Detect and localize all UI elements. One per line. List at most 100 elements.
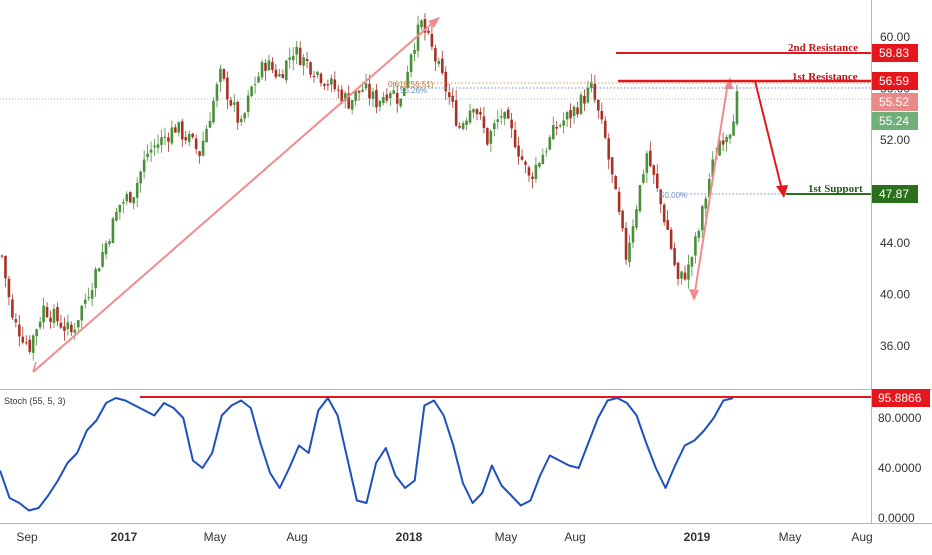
candle-body	[690, 257, 694, 267]
candle-body	[347, 93, 350, 109]
candle-body	[229, 100, 233, 106]
candle-body	[271, 62, 274, 70]
candle-body	[444, 71, 448, 92]
stoch-group	[0, 396, 871, 512]
candle-body	[312, 75, 316, 78]
candle-body	[603, 120, 607, 138]
candle-body	[721, 140, 725, 145]
candle-body	[83, 299, 87, 304]
rally-bottom-arrow-head	[689, 289, 699, 301]
candle-body	[59, 322, 63, 328]
candle-body	[628, 242, 631, 262]
candle-body	[66, 322, 70, 329]
candle-body	[118, 204, 122, 213]
candle-body	[7, 278, 11, 298]
candle-body	[149, 149, 153, 153]
candle-body	[18, 324, 21, 337]
candle-body	[194, 138, 198, 149]
candle-body	[617, 191, 621, 212]
tag-support-1	[872, 185, 918, 203]
candle-body	[226, 77, 229, 100]
trend-start-tick	[32, 361, 37, 373]
candle-body	[642, 174, 645, 183]
fib-label-618: 0.618(56.51)	[388, 80, 434, 89]
candle-body	[56, 307, 59, 322]
candle-body	[572, 106, 576, 117]
price-y-tick-label: 36.00	[880, 339, 910, 353]
candle-body	[101, 251, 104, 267]
x-tick-label: May	[204, 530, 227, 544]
candle-body	[284, 60, 288, 81]
x-tick-label: Aug	[564, 530, 585, 544]
candle-body	[472, 109, 475, 113]
candle-body	[76, 320, 80, 328]
candle-body	[441, 58, 444, 73]
candle-body	[267, 60, 271, 71]
tag-resistance-1	[872, 72, 918, 90]
candle-body	[340, 89, 344, 103]
candle-body	[454, 100, 458, 126]
tag-stoch-level	[872, 389, 930, 407]
candle-body	[97, 268, 101, 272]
candle-body	[583, 95, 586, 104]
candle-body	[534, 164, 538, 179]
candle-body	[108, 241, 111, 244]
stoch-line	[0, 397, 734, 512]
candle-body	[260, 62, 264, 78]
candle-body	[49, 317, 52, 322]
projection-arrow-head	[776, 185, 788, 198]
candle-body	[167, 137, 170, 142]
candle-body	[115, 211, 118, 221]
candle-body	[350, 100, 354, 110]
candle-body	[14, 319, 18, 323]
candle-body	[579, 94, 583, 114]
candle-body	[295, 46, 298, 55]
resistance-2-label: 2nd Resistance	[788, 42, 858, 54]
tag-current-last-text: 55.24	[879, 114, 909, 128]
candle-body	[423, 19, 427, 33]
candle-body	[80, 305, 84, 321]
candle-body	[45, 306, 49, 318]
candle-body	[274, 69, 278, 78]
recent-rally-line	[693, 81, 729, 299]
price-y-tick-label: 52.00	[880, 133, 910, 147]
candle-body	[402, 87, 406, 97]
candle-body	[160, 137, 163, 145]
candle-body	[662, 204, 666, 223]
candle-body	[486, 128, 489, 145]
candle-body	[631, 226, 635, 243]
candle-body	[548, 137, 552, 150]
stoch-title: Stoch (55, 5, 3)	[4, 396, 66, 406]
stoch-y-tick-label: 0.0000	[878, 511, 915, 525]
candles-group	[0, 13, 739, 361]
candle-body	[70, 324, 73, 333]
candle-body	[420, 20, 423, 28]
candle-body	[652, 165, 656, 175]
candle-body	[600, 111, 604, 120]
candle-body	[219, 68, 222, 83]
candle-body	[364, 83, 368, 89]
candle-body	[24, 342, 28, 344]
tag-support-1-text: 47.87	[879, 187, 909, 201]
candle-body	[4, 256, 7, 279]
tag-current-last	[872, 112, 918, 130]
candle-body	[447, 92, 451, 98]
candle-body	[389, 93, 392, 99]
candle-body	[94, 269, 97, 289]
candle-body	[122, 202, 125, 204]
candle-body	[278, 74, 281, 77]
candle-body	[409, 54, 413, 73]
candle-body	[305, 59, 309, 62]
candle-body	[246, 95, 250, 112]
candle-body	[735, 91, 739, 124]
candle-body	[482, 116, 486, 128]
candle-body	[506, 109, 510, 119]
candle-body	[35, 329, 38, 337]
candle-body	[687, 264, 690, 280]
candle-body	[545, 151, 548, 153]
candle-body	[243, 113, 246, 119]
candle-body	[170, 127, 174, 144]
candle-body	[489, 131, 493, 144]
annotations-group	[0, 17, 871, 373]
candle-body	[73, 329, 77, 333]
